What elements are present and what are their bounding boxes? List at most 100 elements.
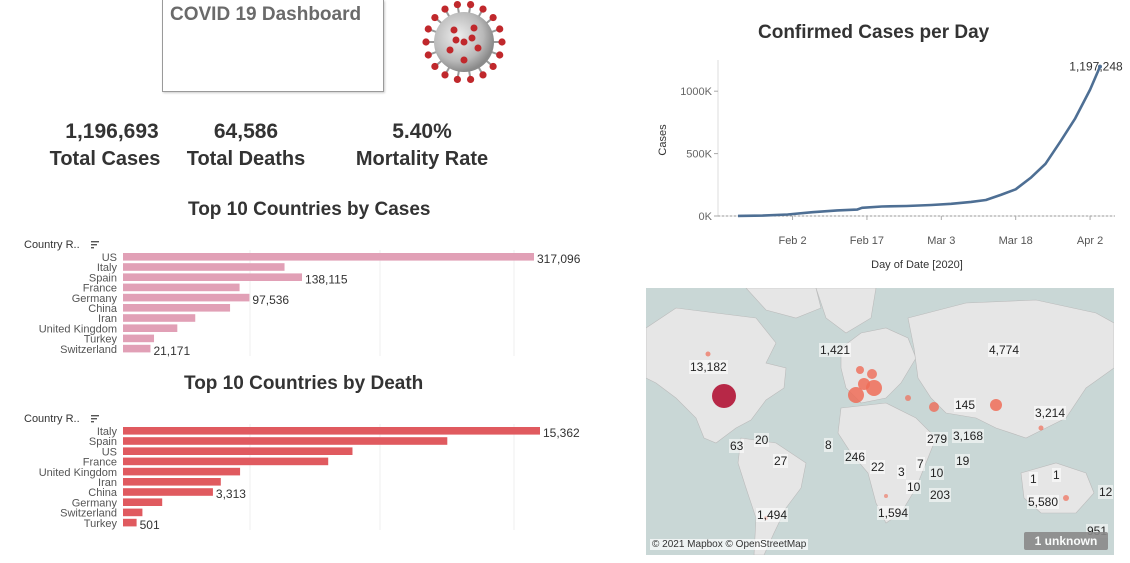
death-category-label: Germany	[72, 497, 118, 509]
death-category-label: Iran	[98, 477, 117, 489]
map-value-label: 10	[906, 480, 922, 494]
death-category-label: China	[88, 487, 118, 499]
x-tick-label: Apr 2	[1077, 235, 1103, 247]
death-bar[interactable]	[123, 508, 143, 517]
cases-bar[interactable]	[123, 263, 285, 271]
y-tick-label: 1000K	[680, 86, 712, 98]
death-category-label: Turkey	[84, 518, 118, 530]
cases-bar[interactable]	[123, 283, 240, 292]
map-value-label: 4,774	[988, 343, 1021, 357]
map-value-label: 63	[729, 439, 745, 453]
cases-bar[interactable]	[123, 334, 155, 343]
cases-bar[interactable]	[123, 324, 178, 332]
cases-category-label: Spain	[89, 272, 117, 284]
cases-category-label: China	[88, 303, 118, 315]
cases-chart-header[interactable]: Country R..	[24, 239, 80, 251]
mortality-rate-label: Mortality Rate	[355, 148, 489, 170]
death-bar[interactable]	[123, 488, 213, 496]
cases-chart-title: Top 10 Countries by Cases	[188, 199, 431, 220]
death-category-label: Spain	[89, 436, 117, 448]
dashboard-title-box	[162, 0, 384, 92]
cases-bar[interactable]	[123, 314, 196, 322]
mortality-rate-value: 5.40%	[392, 120, 452, 143]
total-deaths-value: 64,586	[213, 120, 279, 143]
map-value-label: 7	[916, 457, 925, 471]
x-tick-label: Mar 3	[927, 235, 955, 247]
death-bar[interactable]	[123, 467, 241, 476]
cases-data-label: 21,171	[153, 344, 190, 358]
map-value-label: 3	[897, 465, 906, 479]
sort-icon[interactable]	[90, 240, 100, 250]
cases-data-label: 317,096	[537, 252, 581, 266]
death-bar[interactable]	[123, 437, 448, 445]
map-value-label: 203	[929, 488, 952, 502]
map-value-label: 1,494	[756, 508, 789, 522]
map-value-label: 27	[773, 454, 789, 468]
map-value-label: 3,214	[1034, 406, 1067, 420]
death-bar[interactable]	[123, 447, 353, 455]
line-end-label: 1,197,248	[1069, 60, 1123, 74]
map-value-label: 19	[955, 454, 971, 468]
death-bar[interactable]	[123, 518, 137, 527]
cases-line[interactable]	[737, 66, 1102, 218]
cases-category-label: Turkey	[84, 334, 118, 346]
x-tick-label: Feb 2	[778, 235, 806, 247]
death-bar[interactable]	[123, 498, 163, 506]
map-value-label: 1	[1052, 468, 1061, 482]
cases-category-label: Italy	[97, 262, 118, 274]
death-bar[interactable]	[123, 457, 329, 466]
map-value-label: 22	[870, 460, 886, 474]
death-category-label: US	[102, 446, 117, 458]
map-value-label: 5,580	[1027, 495, 1060, 509]
map-value-label: 20	[754, 433, 770, 447]
x-tick-label: Feb 17	[850, 235, 884, 247]
dashboard-title: COVID 19 Dashboard	[170, 4, 362, 25]
cases-bar[interactable]	[123, 293, 250, 302]
cases-category-label: US	[102, 252, 117, 264]
map-value-label: 3,168	[952, 429, 985, 443]
x-axis-label: Day of Date [2020]	[871, 259, 963, 271]
cases-bar[interactable]	[123, 344, 151, 353]
death-chart-title: Top 10 Countries by Death	[184, 373, 424, 394]
map-value-label: 10	[929, 466, 945, 480]
y-tick-label: 0K	[699, 211, 713, 223]
coronavirus-image	[422, 0, 506, 84]
map-value-label: 12	[1098, 485, 1114, 499]
line-chart-title: Confirmed Cases per Day	[758, 22, 990, 43]
death-data-label: 15,362	[543, 426, 580, 440]
map-value-label: 1,421	[819, 343, 852, 357]
cases-data-label: 138,115	[305, 272, 348, 286]
map-value-label: 279	[926, 432, 949, 446]
death-category-label: Switzerland	[60, 508, 117, 520]
sort-icon[interactable]	[90, 414, 100, 424]
total-cases-value: 1,196,693	[65, 120, 159, 143]
cases-category-label: Germany	[72, 293, 118, 305]
map-value-label: 8	[824, 438, 833, 452]
death-bar[interactable]	[123, 427, 540, 435]
death-category-label: Italy	[97, 426, 118, 438]
cases-category-label: United Kingdom	[39, 323, 117, 335]
cases-category-label: Iran	[98, 313, 117, 325]
y-tick-label: 500K	[686, 149, 712, 161]
x-tick-label: Mar 18	[999, 235, 1033, 247]
map-value-label: 1,594	[877, 506, 910, 520]
death-chart-header[interactable]: Country R..	[24, 413, 80, 425]
map-attribution[interactable]: © 2021 Mapbox © OpenStreetMap	[650, 539, 809, 550]
death-bar[interactable]	[123, 478, 221, 486]
cases-category-label: Switzerland	[60, 344, 117, 356]
map-value-label: 145	[954, 398, 977, 412]
map-value-label: 246	[844, 450, 867, 464]
total-deaths-label: Total Deaths	[186, 148, 306, 170]
death-data-label: 501	[140, 518, 160, 532]
cases-bar[interactable]	[123, 304, 231, 312]
line-end-point[interactable]	[1098, 64, 1102, 69]
cases-bar[interactable]	[123, 273, 303, 281]
cases-bar[interactable]	[123, 253, 534, 261]
unknown-indicator[interactable]: 1 unknown	[1024, 532, 1108, 550]
death-data-label: 3,313	[216, 487, 246, 501]
map-value-label: 13,182	[689, 360, 728, 374]
line-chart: 0K 500K 1000K Cases Feb 2 Feb 17 Mar 3 Mar 18 Ap…	[657, 60, 1123, 271]
map-value-label: 1	[1029, 472, 1038, 486]
